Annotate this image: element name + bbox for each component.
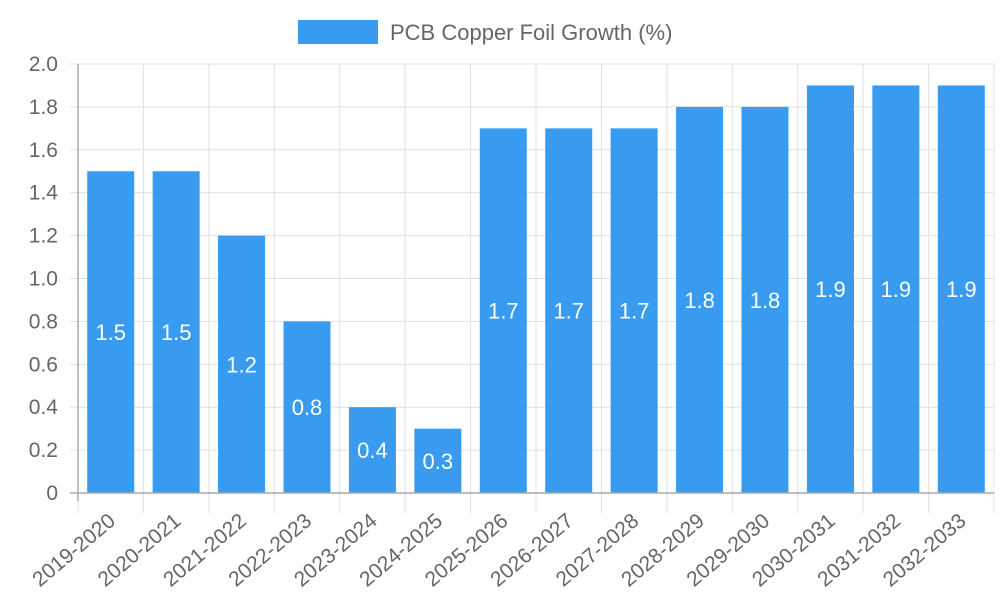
bar-value-label: 1.7	[619, 299, 650, 324]
y-tick-label: 0.4	[29, 396, 59, 419]
y-tick-label: 1.4	[29, 182, 59, 205]
bar[interactable]	[283, 321, 331, 493]
y-tick-label: 0.8	[29, 310, 58, 333]
y-tick-label: 2.0	[29, 53, 58, 76]
bar-value-label: 1.9	[881, 277, 912, 302]
bar[interactable]	[741, 106, 789, 494]
y-tick-label: 1.2	[29, 225, 58, 248]
legend[interactable]: PCB Copper Foil Growth (%)	[298, 20, 672, 45]
bar[interactable]	[545, 128, 593, 493]
bars: 1.5 1.5 1.2 0.8 0.4 0.3 1.7 1.7 1.7 1.8 1.8 1.9 1.9 1…	[87, 85, 985, 494]
bar-value-label: 1.9	[946, 277, 977, 302]
bar-value-label: 1.7	[553, 299, 584, 324]
gridlines	[70, 63, 995, 513]
bar-value-label: 1.2	[226, 352, 257, 377]
bar-value-label: 0.4	[357, 438, 388, 463]
y-tick-label: 0.2	[29, 439, 58, 462]
bar[interactable]	[872, 85, 920, 493]
y-tick-label: 1.0	[29, 268, 58, 291]
y-tick-label: 1.6	[29, 139, 58, 162]
y-tick-label: 0	[46, 482, 58, 505]
bar-value-label: 0.3	[423, 449, 454, 474]
bar[interactable]	[414, 428, 462, 493]
bar-value-label: 1.5	[95, 320, 126, 345]
bar[interactable]	[479, 128, 527, 493]
bar-value-label: 1.5	[161, 320, 192, 345]
bar[interactable]	[348, 407, 396, 493]
legend-swatch[interactable]	[298, 20, 378, 44]
bar-value-label: 1.8	[684, 288, 715, 313]
bar-value-label: 1.8	[750, 288, 781, 313]
bar[interactable]	[152, 171, 200, 493]
bar-value-label: 1.7	[488, 299, 519, 324]
bar[interactable]	[218, 235, 266, 493]
legend-label[interactable]: PCB Copper Foil Growth (%)	[390, 20, 672, 45]
bar[interactable]	[87, 171, 135, 493]
bar[interactable]	[610, 128, 658, 493]
bar[interactable]	[806, 85, 854, 493]
y-tick-label: 1.8	[29, 96, 58, 119]
bar[interactable]	[676, 106, 724, 494]
bar-value-label: 1.9	[815, 277, 846, 302]
y-tick-label: 0.6	[29, 353, 58, 376]
bar-value-label: 0.8	[292, 395, 323, 420]
bar[interactable]	[937, 85, 985, 493]
